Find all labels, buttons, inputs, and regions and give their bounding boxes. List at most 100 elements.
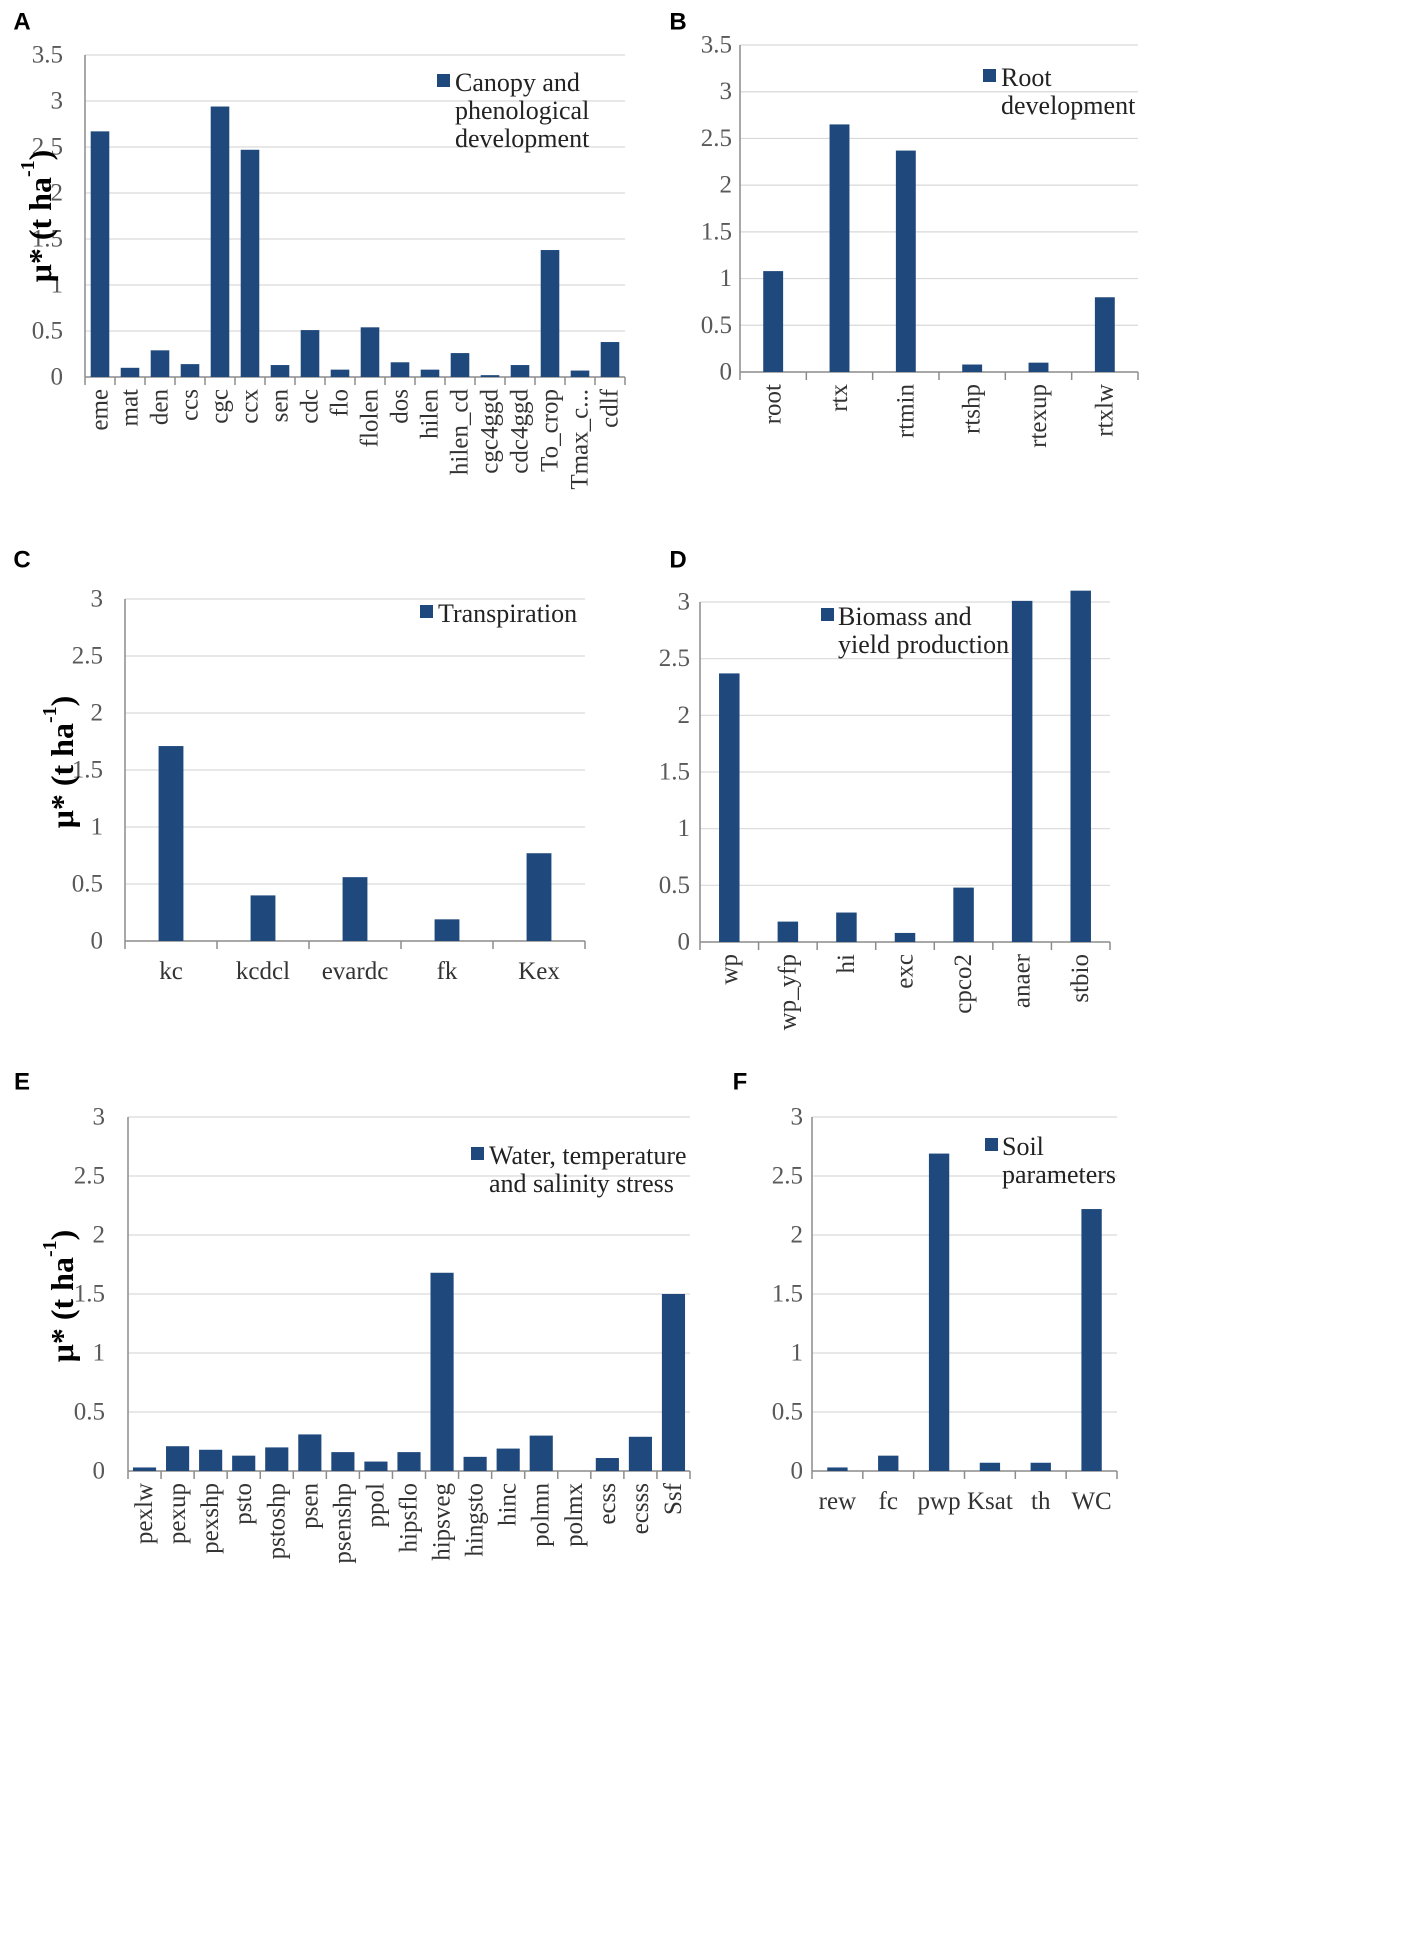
x-category-label: hilen_cd	[447, 389, 474, 476]
panel-e: E 0 0.5 1 1.5 2 2.5 3 pexlw pexup pexshp psto pstosh…	[14, 1069, 691, 1564]
y-tick-label: 2.5	[659, 645, 690, 672]
y-tick-label: 3	[791, 1104, 804, 1131]
bar-ssf	[661, 1294, 686, 1471]
bar-tmax-c-	[570, 370, 590, 377]
x-category-label: kc	[159, 958, 183, 985]
x-category-label: cdc	[297, 389, 324, 424]
bar-rtshp	[962, 364, 983, 372]
legend-swatch	[985, 1138, 998, 1151]
y-tick-label: 2	[720, 172, 733, 199]
y-axis-title-close: )	[44, 1230, 80, 1241]
bar-cdc4ggd	[510, 365, 530, 377]
bar-psen	[298, 1434, 322, 1471]
y-axis-title: μ* (t ha-1)	[39, 1230, 80, 1363]
legend-swatch	[821, 608, 834, 621]
y-axis-title-main: μ* (t ha	[22, 177, 58, 282]
x-category-label: Kex	[518, 958, 560, 985]
bar-kex	[526, 853, 552, 941]
bar-polmn	[529, 1435, 553, 1471]
bar-den	[150, 350, 170, 377]
y-tick-label: 1	[93, 1340, 106, 1367]
bar-pstoshp	[265, 1447, 289, 1471]
bar-pwp	[928, 1153, 950, 1471]
y-axis-title-exponent: -1	[39, 706, 61, 723]
x-category-label: rtxlw	[1091, 384, 1118, 437]
bar-ccx	[240, 149, 260, 377]
y-tick-label: 3.5	[32, 42, 63, 69]
y-tick-label: 0	[791, 1458, 804, 1485]
x-category-label: WC	[1071, 1488, 1111, 1515]
x-category-label: th	[1031, 1488, 1051, 1515]
bar-ksat	[979, 1462, 1001, 1471]
y-tick-label: 1.5	[72, 757, 103, 784]
x-category-label: Ssf	[660, 1482, 687, 1515]
x-category-label: wp_yfp	[774, 954, 801, 1030]
x-category-label: wp	[716, 954, 743, 985]
x-category-label: stbio	[1067, 954, 1094, 1003]
bar-flolen	[360, 327, 380, 377]
bar-root	[763, 271, 784, 372]
bar-rtmin	[895, 150, 916, 372]
x-category-label: eme	[87, 389, 114, 431]
x-category-label: hilen	[417, 389, 444, 439]
x-category-label: cgc4ggd	[477, 389, 504, 474]
legend: Transpiration	[420, 599, 577, 628]
panel-d: D 0 0.5 1 1.5 2 2.5 3 wp wp_yfp hi exc cpco2 anaer stb…	[659, 547, 1111, 1030]
panel-letter: F	[733, 1069, 748, 1096]
y-tick-label: 1	[91, 814, 104, 841]
bar-ccs	[180, 364, 200, 377]
x-category-label: ccx	[237, 389, 264, 424]
panel-b: B 0 0.5 1 1.5 2 2.5 3 3.5 root rtx rtmin rtshp rtexup…	[669, 9, 1139, 448]
legend-label: and salinity stress	[489, 1169, 674, 1198]
legend-label: Soil	[1002, 1132, 1044, 1161]
legend-label: yield production	[838, 630, 1009, 659]
bar-cgc4ggd	[480, 375, 500, 377]
bar-hinc	[496, 1448, 520, 1471]
bar-hi	[836, 912, 857, 942]
x-category-label: pexlw	[131, 1483, 158, 1544]
y-tick-label: 2.5	[74, 1163, 105, 1190]
bar-fk	[434, 919, 460, 941]
legend-label: Transpiration	[438, 599, 577, 628]
x-category-label: sen	[267, 389, 294, 423]
x-category-label: mat	[117, 389, 144, 427]
bar-psto	[232, 1455, 256, 1471]
x-category-label: polmn	[528, 1483, 555, 1547]
y-tick-label: 2.5	[32, 134, 63, 161]
bar-cdc	[300, 330, 320, 377]
y-tick-label: 0	[93, 1458, 106, 1485]
bar-hilen-cd	[450, 353, 470, 377]
x-category-label: rtshp	[959, 384, 986, 434]
x-category-label: ecss	[594, 1483, 621, 1525]
y-tick-label: 2	[93, 1222, 106, 1249]
x-category-label: cdc4ggd	[507, 389, 534, 474]
bar-wp-yfp	[777, 921, 799, 942]
y-tick-label: 1	[678, 815, 691, 842]
legend-label: Canopy and	[455, 68, 580, 97]
x-category-label: ccs	[177, 389, 204, 421]
y-axis-title-exponent: -1	[39, 1240, 61, 1257]
bar-ppol	[364, 1461, 388, 1471]
bar-hipsflo	[397, 1452, 421, 1471]
legend-label: development	[455, 124, 590, 153]
y-tick-label: 0.5	[701, 312, 732, 339]
panel-f: F 0 0.5 1 1.5 2 2.5 3 rew fc pwp Ksat th WC Soilparame…	[733, 1069, 1118, 1515]
y-tick-label: 3	[91, 586, 104, 613]
bar-hingsto	[463, 1456, 487, 1471]
legend-swatch	[471, 1147, 484, 1160]
legend-label: phenological	[455, 96, 589, 125]
x-category-label: cdlf	[597, 388, 624, 428]
y-axis-title-close: )	[22, 150, 58, 161]
bar-eme	[90, 131, 110, 377]
y-axis-title-main: μ* (t ha	[44, 1257, 80, 1362]
y-tick-label: 2	[91, 700, 104, 727]
x-category-label: psto	[230, 1483, 257, 1525]
bar-cgc	[210, 106, 230, 378]
y-axis-title: μ* (t ha-1)	[17, 150, 58, 283]
x-category-label: pwp	[918, 1488, 961, 1515]
bar-to-crop	[540, 250, 560, 377]
x-category-label: Tmax_c...	[567, 389, 594, 490]
bar-psenshp	[331, 1452, 355, 1471]
